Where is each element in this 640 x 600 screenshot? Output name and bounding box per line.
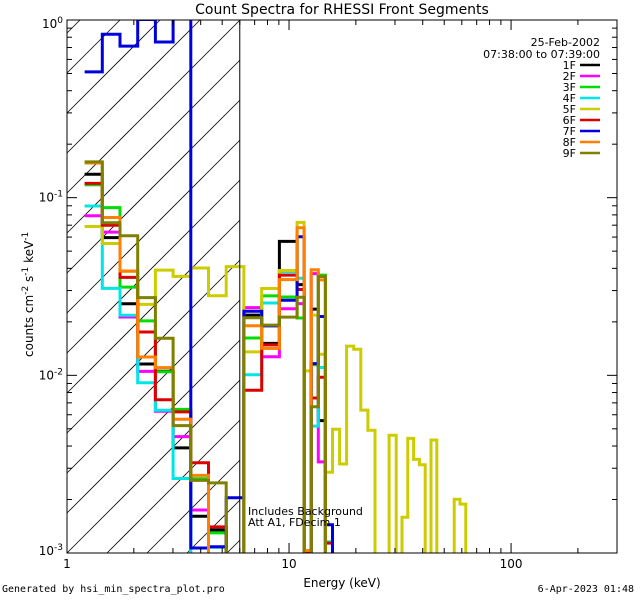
hatch-line (66, 19, 241, 194)
legend-label-8F: 8F (563, 136, 576, 149)
legend-label-1F: 1F (563, 59, 576, 72)
hatch-line (66, 139, 241, 314)
series-line-3F (84, 183, 327, 553)
y-axis-label: counts cm-2 s-1 keV-1 (21, 232, 36, 357)
legend-label-2F: 2F (563, 70, 576, 83)
legend-label-9F: 9F (563, 147, 576, 160)
y-tick-label: 10-1 (39, 190, 63, 205)
hatch-line (66, 299, 241, 474)
hatch-line (66, 19, 81, 34)
hatch-line (66, 19, 161, 114)
chart-title: Count Spectra for RHESSI Front Segments (195, 2, 489, 18)
series-line-6F (84, 181, 334, 553)
legend-label-5F: 5F (563, 103, 576, 116)
time-range-label: 07:38:00 to 07:39:00 (483, 48, 600, 61)
series-line-8F (84, 161, 327, 553)
timestamp-footer: 6-Apr-2023 01:48 (537, 584, 634, 595)
x-axis-tick-labels: 1 10 100 (63, 557, 522, 571)
series-lines (84, 20, 468, 553)
x-axis-label: Energy (keV) (303, 576, 380, 590)
y-tick-label: 10-3 (39, 543, 63, 558)
note-background: Includes Background (248, 505, 363, 518)
y-tick-label: 100 (42, 16, 63, 31)
hatch-line (66, 379, 241, 554)
hatch-line (66, 59, 241, 234)
x-tick-label: 1 (63, 557, 71, 571)
legend-label-7F: 7F (563, 125, 576, 138)
y-axis-ticks (67, 19, 617, 554)
plot-frame (66, 19, 618, 554)
hatch-line (66, 179, 241, 354)
x-tick-label: 100 (500, 557, 523, 571)
legend-label-4F: 4F (563, 92, 576, 105)
hatch-line (226, 539, 241, 554)
series-line-9F (84, 160, 327, 553)
hatch-line (66, 219, 241, 394)
generated-by-footer: Generated by hsi_min_spectra_plot.pro (2, 584, 225, 595)
hatch-line (106, 419, 241, 554)
y-tick-label: 10-2 (39, 367, 63, 382)
legend-label-3F: 3F (563, 81, 576, 94)
x-axis-ticks (66, 20, 618, 553)
y-axis-tick-labels: 100 10-1 10-2 10-3 (39, 16, 64, 558)
legend-label-6F: 6F (563, 114, 576, 127)
date-label: 25-Feb-2002 (531, 36, 600, 49)
series-line-5F (84, 220, 468, 553)
note-attenuator: Att A1, FDecim 1 (248, 516, 341, 529)
series-line-1F (84, 172, 327, 553)
hatch-line (146, 459, 241, 554)
hatch-line (66, 339, 241, 514)
hatch-line (66, 99, 241, 274)
hatch-line (66, 259, 241, 434)
x-tick-label: 10 (281, 557, 296, 571)
hatch-line (66, 19, 121, 74)
background-hatch-region (66, 19, 241, 554)
hatch-line (66, 19, 201, 154)
